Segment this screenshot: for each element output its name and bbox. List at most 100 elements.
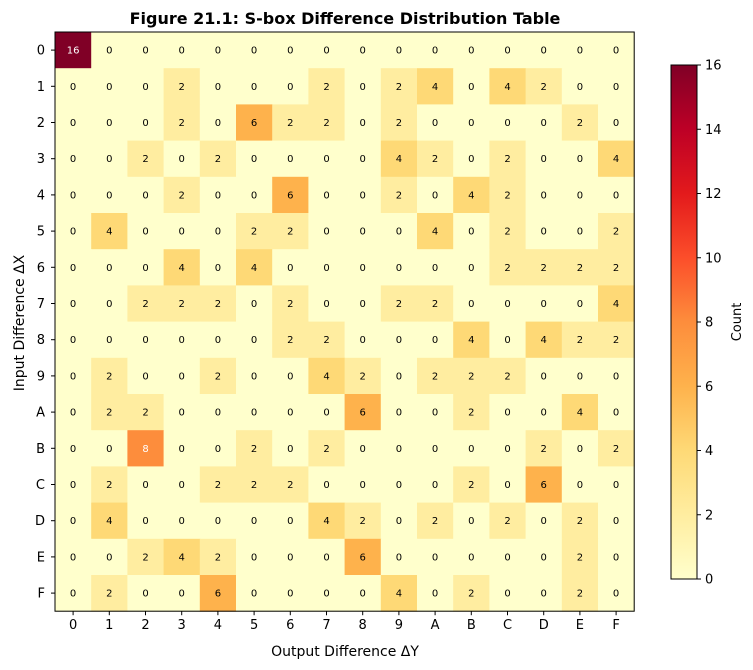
cell-value-label: 6 (360, 408, 366, 419)
heatmap-cell (308, 575, 346, 612)
cell-value-label: 4 (396, 589, 402, 600)
heatmap-cell (525, 430, 563, 467)
heatmap-cell (417, 430, 454, 467)
cell-value-label: 2 (577, 516, 583, 527)
cell-value-label: 4 (251, 263, 257, 274)
cell-value-label: 0 (179, 444, 185, 455)
heatmap-cell (308, 249, 346, 286)
heatmap-cell (417, 32, 454, 69)
cell-value-label: 0 (323, 46, 329, 57)
heatmap-cell (561, 285, 599, 323)
heatmap-cell (55, 68, 92, 105)
x-tick-label: F (612, 618, 619, 633)
cell-value-label: 4 (106, 227, 112, 238)
cell-value-label: 0 (142, 589, 148, 600)
heatmap-cell (453, 321, 490, 359)
heatmap-cell (561, 502, 599, 540)
cell-value-label: 0 (179, 371, 185, 382)
heatmap-cell (489, 213, 527, 250)
heatmap-cell (308, 430, 346, 467)
cell-value-label: 4 (396, 154, 402, 165)
heatmap-cell (91, 32, 128, 69)
cell-value-label: 0 (106, 335, 112, 346)
heatmap-cell (344, 104, 382, 142)
y-tick-label: 3 (37, 152, 45, 167)
y-tick-label: 7 (37, 297, 45, 312)
x-tick-label: 7 (322, 618, 330, 633)
colorbar-tick-label: 2 (705, 508, 713, 523)
cell-value-label: 2 (577, 263, 583, 274)
y-tick-label: 0 (37, 44, 45, 59)
cell-value-label: 2 (142, 408, 148, 419)
heatmap-cell (127, 68, 165, 105)
cell-value-label: 0 (287, 154, 293, 165)
heatmap-cell (163, 538, 201, 576)
heatmap-cell (272, 575, 309, 612)
heatmap-cell (344, 466, 382, 504)
heatmap-cell (489, 104, 527, 142)
heatmap-cell (380, 249, 418, 286)
cell-value-label: 2 (396, 82, 402, 93)
heatmap-cell (236, 213, 273, 250)
x-tick-label: 8 (359, 618, 367, 633)
cell-value-label: 8 (142, 444, 148, 455)
cell-value-label: 2 (541, 263, 547, 274)
colorbar-tick-label: 4 (705, 444, 713, 459)
cell-value-label: 0 (142, 371, 148, 382)
cell-value-label: 0 (323, 552, 329, 563)
heatmap-cell (272, 249, 309, 286)
x-tick-label: 9 (395, 618, 403, 633)
cell-value-label: 0 (179, 154, 185, 165)
cell-value-label: 0 (541, 589, 547, 600)
heatmap-cell (163, 68, 201, 105)
cell-value-label: 0 (215, 444, 221, 455)
heatmap-cell (561, 575, 599, 612)
heatmap-cell (236, 321, 273, 359)
heatmap-cell (236, 176, 273, 214)
heatmap-cell (561, 32, 599, 69)
heatmap-cell (199, 538, 237, 576)
heatmap-cell (453, 502, 490, 540)
heatmap-cell (525, 321, 563, 359)
heatmap-cell (561, 321, 599, 359)
y-tick-label: C (36, 478, 45, 493)
cell-value-label: 6 (360, 552, 366, 563)
heatmap-cell (380, 140, 418, 178)
heatmap-cell (417, 321, 454, 359)
heatmap-cell (598, 285, 635, 323)
heatmap-cell (272, 321, 309, 359)
heatmap-cell (272, 502, 309, 540)
heatmap-cell (236, 285, 273, 323)
heatmap-cell (272, 357, 309, 395)
heatmap-cell (598, 176, 635, 214)
heatmap-cell (525, 68, 563, 105)
cell-value-label: 0 (504, 46, 510, 57)
cell-value-label: 0 (70, 118, 76, 129)
heatmap-cell (308, 357, 346, 395)
heatmap-cell (272, 466, 309, 504)
cell-value-label: 0 (142, 118, 148, 129)
cell-value-label: 0 (215, 118, 221, 129)
heatmap-cell (380, 285, 418, 323)
cell-value-label: 0 (70, 371, 76, 382)
cell-value-label: 0 (179, 46, 185, 57)
cell-value-label: 0 (142, 263, 148, 274)
heatmap-cell (344, 176, 382, 214)
heatmap-cell (308, 538, 346, 576)
heatmap-cell (417, 538, 454, 576)
x-axis-label: Output Difference ΔY (271, 644, 419, 660)
cell-value-label: 0 (70, 190, 76, 201)
cell-value-label: 0 (577, 82, 583, 93)
heatmap-cell (525, 249, 563, 286)
heatmap-cell (380, 466, 418, 504)
cell-value-label: 0 (468, 516, 474, 527)
y-tick-label: 4 (37, 188, 45, 203)
heatmap-cell (127, 502, 165, 540)
y-tick-label: 8 (37, 333, 45, 348)
heatmap-cell (598, 249, 635, 286)
cell-value-label: 0 (577, 46, 583, 57)
heatmap-cell (91, 140, 128, 178)
cell-value-label: 0 (504, 444, 510, 455)
heatmap-cell (417, 394, 454, 431)
cell-value-label: 0 (215, 227, 221, 238)
